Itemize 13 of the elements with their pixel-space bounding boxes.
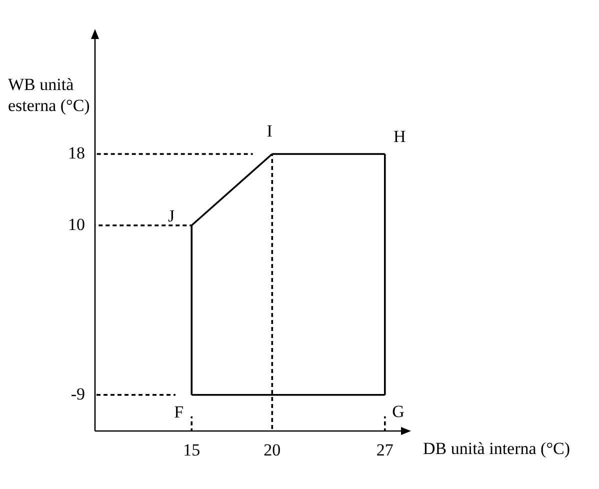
- x-axis-title: DB unità interna (°C): [423, 438, 570, 459]
- y-axis-title: WB unità esterna (°C): [8, 74, 91, 116]
- y-tick-label: -9: [70, 384, 85, 404]
- annotation: F: [174, 402, 184, 422]
- x-tick-label: 20: [264, 440, 281, 460]
- y-tick-label: 18: [68, 143, 85, 162]
- x-tick-label: 15: [183, 440, 200, 460]
- annotation: H: [393, 127, 406, 146]
- x-tick-label: 27: [376, 440, 394, 460]
- annotation: G: [392, 402, 404, 421]
- annotation: I: [266, 122, 273, 141]
- y-tick-label: 10: [68, 214, 85, 234]
- annotation: J: [168, 206, 176, 226]
